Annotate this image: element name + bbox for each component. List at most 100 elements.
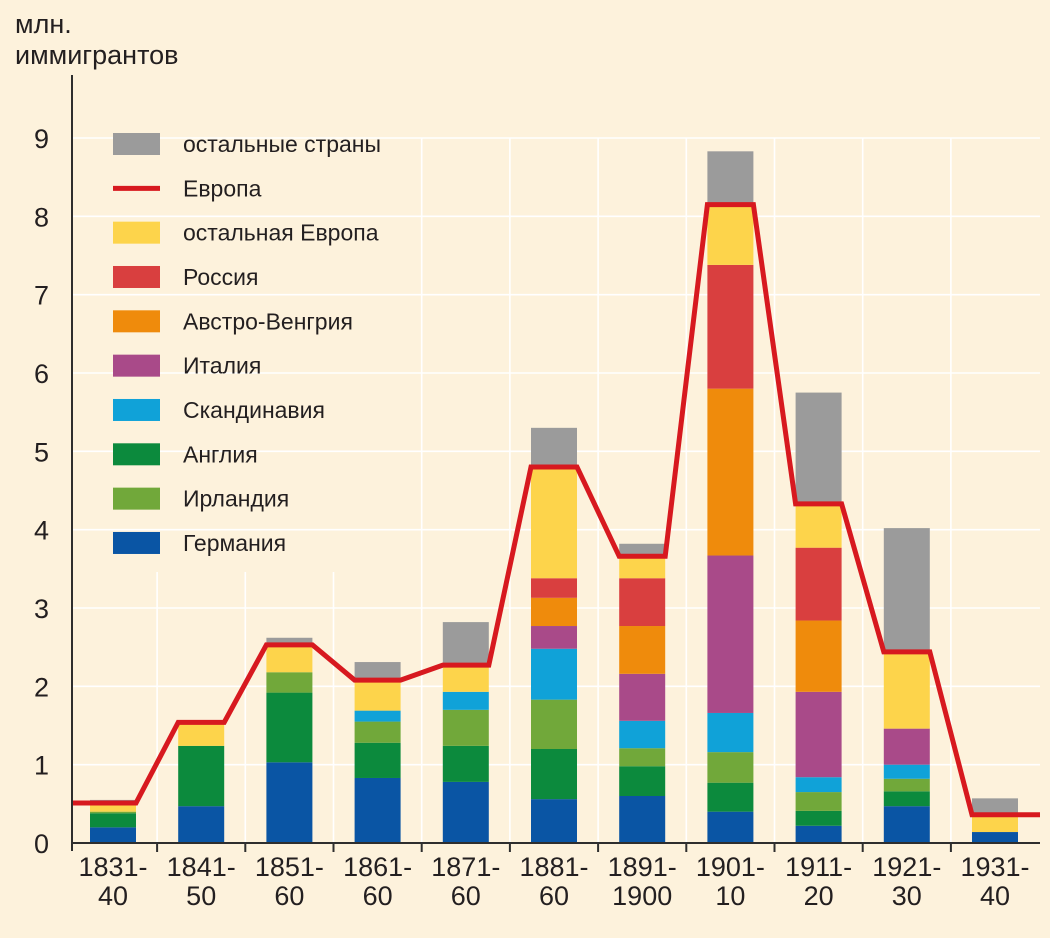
bar-segment-rest-of-europe xyxy=(354,680,401,711)
bar-segment-scandinavia xyxy=(442,691,489,710)
bar-segment-other-countries xyxy=(707,151,754,205)
bar-segment-germany xyxy=(619,796,666,843)
bar-segment-russia xyxy=(795,547,842,621)
bar-stack xyxy=(707,151,754,843)
bar-segment-other-countries xyxy=(266,637,313,645)
bar-segment-rest-of-europe xyxy=(442,665,489,692)
x-tick-label-line-2: 60 xyxy=(274,881,304,911)
bar-segment-ireland xyxy=(266,672,313,693)
bar-segment-germany xyxy=(354,777,401,843)
bar-segment-italy xyxy=(531,626,577,649)
bar-segment-germany xyxy=(707,811,754,843)
legend-item-ireland: Ирландия xyxy=(113,486,289,512)
bar-segment-ireland xyxy=(707,752,754,783)
bar-segment-england xyxy=(178,745,225,807)
legend-label-england: Англия xyxy=(183,441,258,467)
bar-segment-ireland xyxy=(354,721,401,743)
bar-segment-rest-of-europe xyxy=(90,803,136,812)
bar-segment-austria-hungary xyxy=(795,620,842,692)
europe-line-layer xyxy=(73,202,1040,818)
bar-segment-ireland xyxy=(90,811,136,814)
bar-stacks xyxy=(90,151,1018,843)
legend-label-germany: Германия xyxy=(183,530,286,556)
y-tick-label: 4 xyxy=(34,516,49,546)
x-tick-labels: 1831-401841-501851-601861-601871-601881-… xyxy=(78,852,1029,911)
legend-label-europe: Европа xyxy=(183,175,262,201)
bar-segment-scandinavia xyxy=(354,710,401,722)
legend-swatch-russia xyxy=(113,265,160,288)
x-tick-label: 1871-60 xyxy=(431,852,500,911)
bar-segment-ireland xyxy=(619,748,666,767)
bar-segment-rest-of-europe xyxy=(972,814,1018,833)
bar-segment-other-countries xyxy=(619,543,666,558)
bar-segment-austria-hungary xyxy=(707,388,754,556)
x-tick-label: 1921-30 xyxy=(872,852,941,911)
x-tick-label-line-1: 1861- xyxy=(343,852,412,882)
bar-segment-england xyxy=(266,692,313,763)
x-tick-label-line-1: 1911- xyxy=(785,852,852,882)
legend-swatch-germany xyxy=(113,531,160,554)
bar-segment-rest-of-europe xyxy=(619,557,666,579)
bar-segment-scandinavia xyxy=(707,712,754,753)
x-tick-label-line-2: 40 xyxy=(980,881,1010,911)
bar-segment-england xyxy=(90,813,136,828)
bar-stack xyxy=(883,528,930,843)
legend-swatch-austria-hungary xyxy=(113,310,160,333)
bar-stack xyxy=(795,392,842,843)
bar-segment-germany xyxy=(972,832,1018,843)
bar-segment-rest-of-europe xyxy=(178,723,225,746)
bar-segment-ireland xyxy=(442,709,489,746)
x-tick-label-line-1: 1921- xyxy=(872,852,941,882)
bar-segment-rest-of-europe xyxy=(883,652,930,729)
europe-series-line xyxy=(73,202,1040,818)
bar-segment-germany xyxy=(442,781,489,843)
bar-segment-england xyxy=(707,782,754,812)
bar-stack xyxy=(531,427,577,843)
y-tick-label: 0 xyxy=(34,829,49,859)
bar-stack xyxy=(178,723,225,843)
legend-swatch-italy xyxy=(113,354,160,377)
bar-segment-england xyxy=(354,742,401,778)
legend-swatch-other-countries xyxy=(113,133,160,155)
bar-segment-rest-of-europe xyxy=(531,467,577,579)
bar-segment-england xyxy=(619,766,666,796)
legend-item-scandinavia: Скандинавия xyxy=(113,397,325,423)
bar-segment-germany xyxy=(178,806,225,843)
bar-segment-rest-of-europe xyxy=(707,204,754,265)
bar-segment-england xyxy=(795,810,842,826)
y-tick-label: 1 xyxy=(34,751,49,781)
bar-segment-germany xyxy=(883,806,930,843)
x-tick-label-line-2: 20 xyxy=(804,881,834,911)
legend-swatch-scandinavia xyxy=(113,398,160,421)
x-tick-label: 1931-40 xyxy=(960,852,1029,911)
x-tick-label: 1841-50 xyxy=(167,852,236,911)
y-axis-title-line-2: иммигрантов xyxy=(15,40,179,70)
bar-segment-austria-hungary xyxy=(619,626,666,674)
legend-item-other-countries: остальные страны xyxy=(113,131,381,157)
bar-stack xyxy=(442,622,489,843)
x-tick-label: 1831-40 xyxy=(78,852,147,911)
x-tick-label-line-1: 1851- xyxy=(255,852,324,882)
y-tick-label: 3 xyxy=(34,594,49,624)
x-tick-label: 1891-1900 xyxy=(608,852,677,911)
bar-segment-other-countries xyxy=(883,528,930,653)
y-axis-title-line-1: млн. xyxy=(15,9,72,39)
y-tick-label: 2 xyxy=(34,672,49,702)
x-tick-label-line-2: 60 xyxy=(363,881,393,911)
x-tick-label-line-2: 60 xyxy=(539,881,569,911)
legend-item-england: Англия xyxy=(113,441,258,467)
legend-swatch-england xyxy=(113,443,160,466)
legend-label-italy: Италия xyxy=(183,353,261,379)
x-tick-label-line-1: 1901- xyxy=(696,852,765,882)
x-tick-label-line-2: 10 xyxy=(715,881,745,911)
legend-label-rest-of-europe: остальная Европа xyxy=(183,220,379,246)
legend-swatch-ireland xyxy=(113,487,160,510)
bar-stack xyxy=(354,662,401,843)
bar-segment-england xyxy=(531,749,577,800)
bar-segment-other-countries xyxy=(972,798,1018,815)
bar-segment-russia xyxy=(707,264,754,389)
bar-stack xyxy=(266,637,313,843)
x-tick-label-line-2: 50 xyxy=(186,881,216,911)
